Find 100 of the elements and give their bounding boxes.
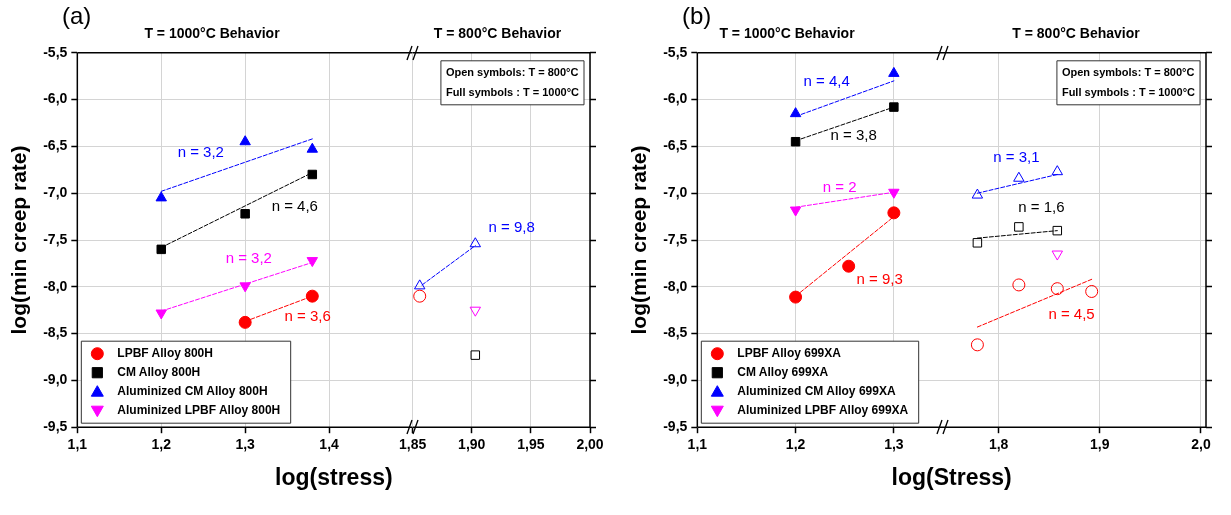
point [972, 238, 983, 248]
y-tick-label: -8,0 [43, 277, 68, 294]
point [888, 66, 900, 77]
y-tick-label: -6,5 [43, 137, 68, 154]
annotation: Open symbols: T = 800°C [1061, 65, 1195, 78]
legend-label: CM Alloy 800H [117, 365, 201, 380]
x-tick-label: 1,85 [399, 436, 427, 453]
x-tick-label: 1,95 [517, 436, 546, 453]
y-tick-label: -6,0 [43, 90, 68, 107]
point [156, 244, 166, 255]
point [238, 315, 252, 329]
legend-label: LPBF Alloy 699XA [737, 346, 842, 361]
legend-label: LPBF Alloy 800H [117, 346, 213, 361]
x-tick-label: 1,2 [151, 436, 172, 453]
annotation: n = 1,6 [1018, 197, 1065, 215]
point [1013, 171, 1025, 182]
point [789, 206, 802, 217]
x-tick-label: 1,3 [884, 436, 904, 453]
point [240, 209, 250, 219]
annotation: n = 3,1 [993, 147, 1040, 165]
y-tick-label: -7,5 [43, 230, 68, 247]
chart-title: T = 1000°C Behavior [144, 25, 281, 42]
y-tick-label: -7,0 [43, 184, 68, 201]
legend-label: Aluminized CM Alloy 699XA [737, 384, 896, 399]
x-tick-label: 1,3 [235, 436, 256, 453]
annotation: Open symbols: T = 800°C [446, 65, 579, 78]
point [842, 259, 856, 273]
y-tick-label: -5,5 [43, 43, 68, 60]
point [789, 107, 802, 118]
x-tick-label: 1,90 [458, 436, 486, 453]
point [1051, 165, 1063, 176]
point [1052, 225, 1063, 236]
x-axis-title: log(Stress) [890, 464, 1013, 491]
point [888, 188, 900, 199]
legend-label: Aluminized CM Alloy 800H [117, 384, 268, 399]
point [1085, 284, 1099, 298]
point [413, 289, 427, 303]
annotation: n = 4,4 [803, 71, 850, 89]
annotation: n = 9,3 [856, 269, 903, 287]
point [306, 257, 318, 268]
point [970, 338, 984, 352]
annotation: Full symbols : T = 1000°C [1061, 85, 1196, 98]
x-tick-label: 1,1 [687, 436, 708, 453]
point [1012, 278, 1026, 292]
annotation: n = 3,6 [284, 306, 331, 324]
annotation: n = 3,2 [177, 143, 224, 161]
point [239, 282, 251, 293]
point [789, 290, 803, 304]
y-tick-label: -8,5 [663, 324, 688, 341]
y-tick-label: -9,5 [43, 418, 68, 435]
y-tick-label: -9,0 [663, 371, 688, 388]
point [306, 142, 318, 153]
x-tick-label: 1,4 [319, 436, 340, 453]
point [971, 188, 984, 199]
annotation: n = 2 [822, 177, 857, 195]
y-tick-label: -8,0 [663, 277, 688, 294]
point [470, 350, 481, 360]
point [887, 206, 901, 220]
point [889, 102, 899, 112]
y-tick-label: -9,0 [43, 371, 68, 388]
text: (a) [62, 2, 92, 30]
point [155, 309, 167, 320]
chart-title: T = 1000°C Behavior [719, 25, 856, 42]
point [790, 136, 801, 147]
legend-label: CM Alloy 699XA [737, 365, 829, 380]
y-tick-label: -7,0 [663, 184, 688, 201]
x-tick-label: 1,9 [1090, 436, 1110, 453]
point [239, 135, 251, 146]
y-tick-label: -6,0 [663, 90, 688, 107]
annotation: n = 3,8 [830, 126, 877, 144]
point [1050, 282, 1064, 296]
annotation: n = 3,2 [225, 248, 272, 266]
point [155, 191, 167, 202]
chart-title: T = 800°C Behavior [1012, 25, 1141, 42]
y-tick-label: -8,5 [43, 324, 68, 341]
y-tick-label: -5,5 [663, 43, 688, 60]
text: (b) [682, 2, 712, 30]
x-tick-label: 1,2 [785, 436, 806, 453]
point [1051, 250, 1063, 261]
point [469, 237, 482, 248]
y-axis-title: log(min creep rate) [7, 145, 31, 335]
y-tick-label: -6,5 [663, 137, 688, 154]
annotation: n = 9,8 [488, 218, 536, 236]
y-axis-title: log(min creep rate) [627, 145, 651, 335]
legend-label: Aluminized LPBF Alloy 699XA [737, 403, 909, 418]
x-tick-label: 2,00 [576, 436, 605, 453]
legend-label: Aluminized LPBF Alloy 800H [117, 403, 281, 418]
y-tick-label: -7,5 [663, 230, 688, 247]
annotation: n = 4,5 [1048, 305, 1095, 323]
annotation: Full symbols : T = 1000°C [446, 85, 580, 98]
point [305, 289, 319, 303]
annotation: n = 4,6 [271, 197, 318, 215]
x-tick-label: 2,0 [1191, 436, 1211, 453]
point [414, 279, 426, 290]
x-tick-label: 1,8 [988, 436, 1009, 453]
point [1014, 222, 1024, 232]
x-axis-title: log(stress) [274, 464, 394, 491]
y-tick-label: -9,5 [663, 418, 688, 435]
point [307, 169, 318, 180]
x-tick-label: 1,1 [67, 436, 88, 453]
